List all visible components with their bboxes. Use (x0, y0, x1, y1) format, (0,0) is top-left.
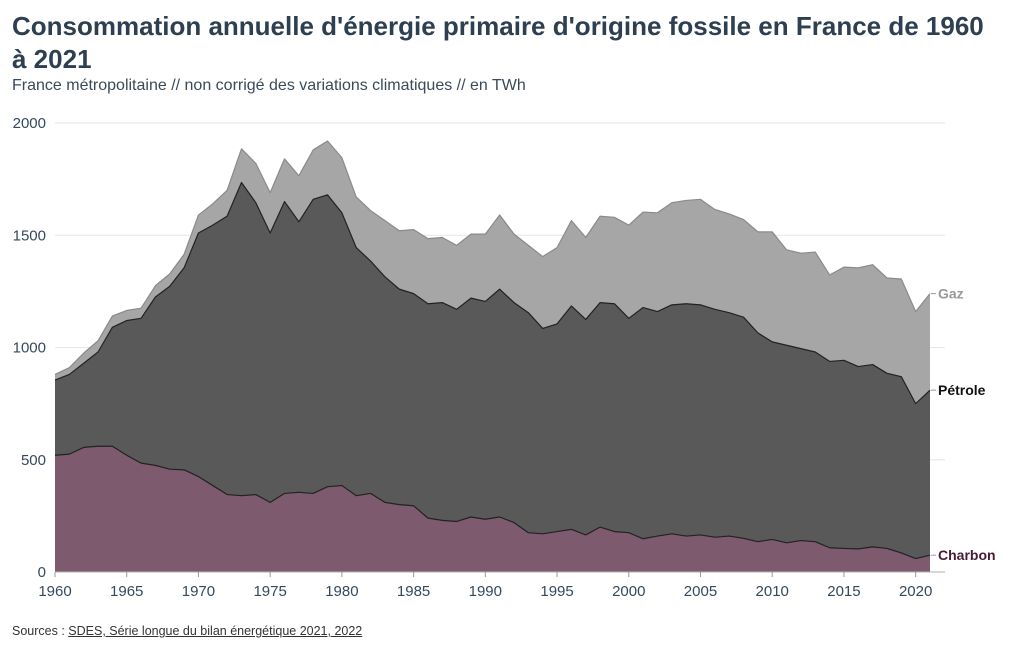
x-tick-label-1975: 1975 (253, 583, 286, 600)
y-tick-label-500: 500 (21, 452, 46, 469)
area-chart: 0 500 1000 1500 2000 1960 1965 1970 1975 1980 1985… (13, 115, 996, 600)
x-tick-label-1995: 1995 (540, 583, 573, 600)
x-tick-label-2000: 2000 (612, 583, 645, 600)
x-tick-label-1965: 1965 (110, 583, 143, 600)
area-gaz (55, 140, 930, 404)
line-gaz (54, 140, 931, 375)
source-note: Sources : SDES, Série longue du bilan én… (12, 624, 362, 638)
source-link[interactable]: SDES, Série longue du bilan énergétique … (68, 624, 363, 638)
x-tick-label-2015: 2015 (827, 583, 860, 600)
y-tick-label-0: 0 (38, 564, 46, 581)
area-pétrole (55, 182, 930, 559)
x-tick-label-1990: 1990 (469, 583, 502, 600)
x-tick-label-2005: 2005 (684, 583, 717, 600)
series-label-pétrole: Pétrole (938, 382, 986, 398)
series-label-charbon: Charbon (938, 547, 996, 563)
x-tick-label-1970: 1970 (182, 583, 215, 600)
chart-subtitle: France métropolitaine // non corrigé des… (12, 77, 526, 94)
series-label-gaz: Gaz (938, 286, 964, 302)
y-tick-label-1500: 1500 (13, 227, 46, 244)
x-tick-label-2020: 2020 (899, 583, 932, 600)
x-tick-label-1980: 1980 (325, 583, 358, 600)
y-tick-label-1000: 1000 (13, 340, 46, 357)
line-charbon (54, 445, 931, 560)
line-pétrole (54, 181, 931, 405)
x-tick-label-1985: 1985 (397, 583, 430, 600)
x-tick-label-2010: 2010 (756, 583, 789, 600)
x-tick-label-1960: 1960 (38, 583, 71, 600)
area-charbon (55, 446, 930, 572)
y-tick-label-2000: 2000 (13, 115, 46, 132)
chart-title: Consommation annuelle d'énergie primaire… (12, 11, 984, 74)
source-prefix: Sources : (12, 624, 69, 638)
